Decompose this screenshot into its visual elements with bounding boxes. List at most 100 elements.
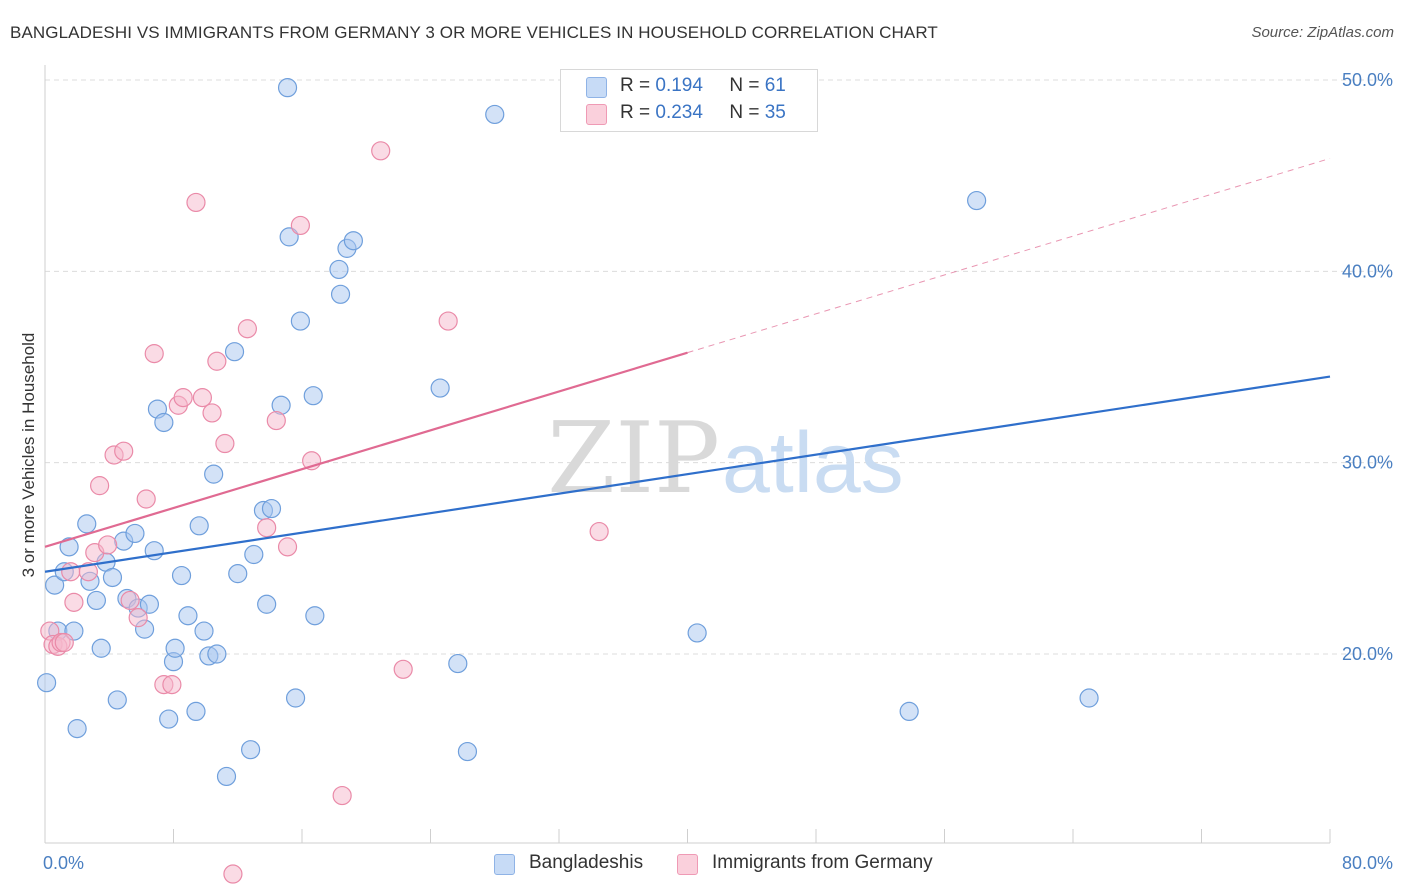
data-point <box>215 433 235 454</box>
data-point <box>90 476 110 496</box>
data-point <box>899 701 919 722</box>
data-point <box>207 351 227 371</box>
data-point <box>438 311 458 331</box>
y-tick-label: 40.0% <box>1342 261 1393 281</box>
series-germany <box>40 141 609 884</box>
n-label: N = <box>729 102 760 123</box>
data-point <box>485 104 505 125</box>
watermark-atlas: atlas <box>722 415 904 511</box>
r-label: R = <box>620 75 651 96</box>
data-point <box>290 215 310 236</box>
data-point <box>159 709 179 729</box>
chart-title: BANGLADESHI VS IMMIGRANTS FROM GERMANY 3… <box>10 23 938 42</box>
data-point <box>154 412 174 433</box>
x-tick-label: 0.0% <box>43 853 84 873</box>
n-value: 61 <box>764 75 786 96</box>
legend-swatch-bangladeshis <box>494 854 515 875</box>
data-point <box>202 403 222 423</box>
data-point <box>303 386 323 406</box>
data-point <box>91 638 111 658</box>
data-point <box>78 562 98 582</box>
trend-line-germany-extension <box>687 157 1331 354</box>
data-point <box>207 644 227 664</box>
data-point <box>162 675 182 695</box>
data-point <box>165 638 185 658</box>
data-point <box>393 659 413 679</box>
trend-line-bangladeshis <box>44 375 1331 573</box>
r-value: 0.194 <box>655 75 703 96</box>
data-point <box>186 192 206 213</box>
data-point <box>457 741 478 762</box>
data-point <box>171 565 192 586</box>
data-point <box>59 537 79 557</box>
data-point <box>329 259 349 280</box>
data-point <box>448 653 468 674</box>
trend-line-germany <box>44 351 688 548</box>
r-label: R = <box>620 102 651 123</box>
data-points <box>37 78 1099 884</box>
data-point <box>589 521 609 542</box>
data-point <box>241 740 261 760</box>
series-bangladeshis <box>37 78 1099 787</box>
data-point <box>54 632 74 653</box>
data-point <box>144 344 164 364</box>
data-point <box>305 606 325 626</box>
data-point <box>257 518 277 538</box>
data-point <box>285 688 306 708</box>
data-point <box>343 231 363 251</box>
data-point <box>67 719 87 739</box>
data-point <box>37 673 57 693</box>
data-point <box>61 562 81 582</box>
data-point <box>139 594 160 614</box>
data-point <box>128 608 148 628</box>
data-point <box>186 701 206 722</box>
data-point <box>102 567 123 588</box>
data-point <box>86 590 107 611</box>
data-point <box>244 544 264 565</box>
n-value: 35 <box>764 102 786 123</box>
legend-label-germany: Immigrants from Germany <box>712 852 933 873</box>
data-point <box>332 785 352 806</box>
data-point <box>216 766 237 787</box>
tick-labels: 20.0% 30.0% 40.0% 50.0% 0.0% 80.0% <box>43 70 1393 873</box>
source-credit: Source: ZipAtlas.com <box>1251 24 1394 41</box>
r-value: 0.234 <box>655 102 703 123</box>
axes <box>44 65 1331 844</box>
data-point <box>687 623 707 643</box>
watermark-zip: ZIP <box>547 402 720 516</box>
data-point <box>64 592 84 612</box>
legend-label-bangladeshis: Bangladeshis <box>529 852 644 873</box>
data-point <box>194 621 214 641</box>
n-label: N = <box>729 75 760 96</box>
data-point <box>224 342 245 362</box>
gridlines <box>45 79 1390 655</box>
y-tick-label: 20.0% <box>1342 644 1393 664</box>
data-point <box>107 690 127 710</box>
legend-swatch-germany <box>677 854 698 875</box>
data-point <box>290 311 310 331</box>
data-point <box>430 378 450 398</box>
data-point <box>277 537 298 557</box>
y-tick-label: 30.0% <box>1342 453 1393 473</box>
data-point <box>189 516 209 536</box>
data-point <box>277 78 298 98</box>
data-point <box>237 319 257 339</box>
data-point <box>77 514 97 534</box>
swatch-germany <box>586 104 607 125</box>
data-point <box>967 190 987 211</box>
trend-lines <box>44 157 1331 573</box>
x-tick-label: 80.0% <box>1342 853 1393 873</box>
data-point <box>257 594 277 614</box>
data-point <box>120 590 140 611</box>
data-point <box>266 410 286 431</box>
series-legend: Bangladeshis Immigrants from Germany <box>0 852 1406 878</box>
data-point <box>178 606 198 626</box>
data-point <box>1079 688 1099 708</box>
data-point <box>45 575 65 595</box>
data-point <box>125 523 145 544</box>
data-point <box>279 227 299 247</box>
data-point <box>330 284 351 304</box>
data-point <box>371 141 391 161</box>
stats-legend: R = 0.194 N = 61 R = 0.234 N = 35 <box>560 69 818 132</box>
